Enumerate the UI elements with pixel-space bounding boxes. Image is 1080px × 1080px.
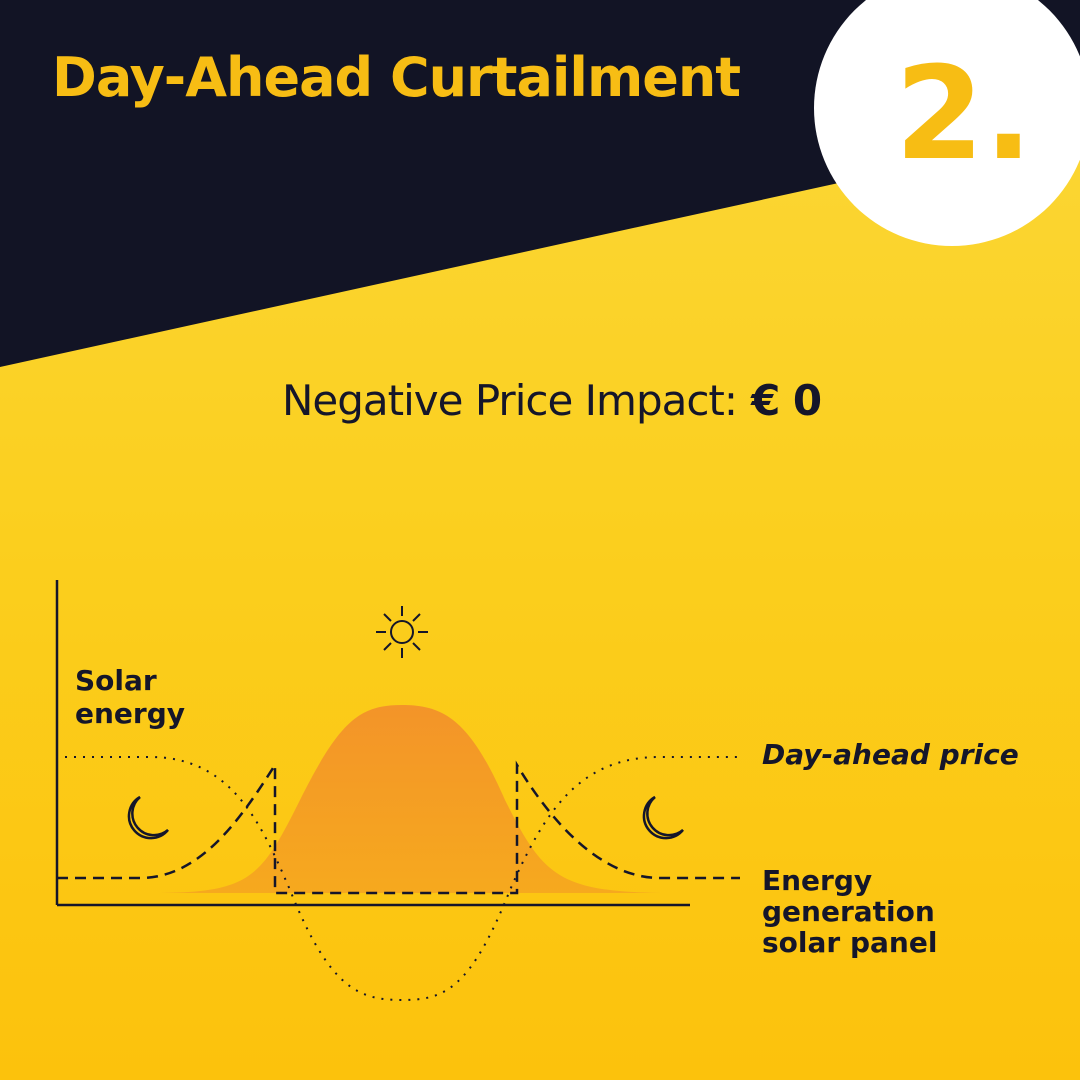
sun-icon [376,606,428,658]
generation-label: Energy generation solar panel [762,864,938,959]
moon-icon [642,795,684,840]
generation-area [150,705,680,893]
step-circle [814,0,1080,246]
price-label: Day-ahead price [762,738,1019,771]
moon-icon [127,795,169,840]
y-axis-label: Solar energy [75,664,186,730]
impact: Negative Price Impact: € 0 [282,376,822,425]
impact-label: Negative Price Impact: [282,376,738,425]
impact-value: € 0 [751,376,822,425]
dark-banner [0,0,1080,367]
title: Day-Ahead Curtailment [52,46,741,109]
step-number: 2. [895,40,1033,189]
price-line [65,756,740,1002]
generation-line [57,760,740,895]
